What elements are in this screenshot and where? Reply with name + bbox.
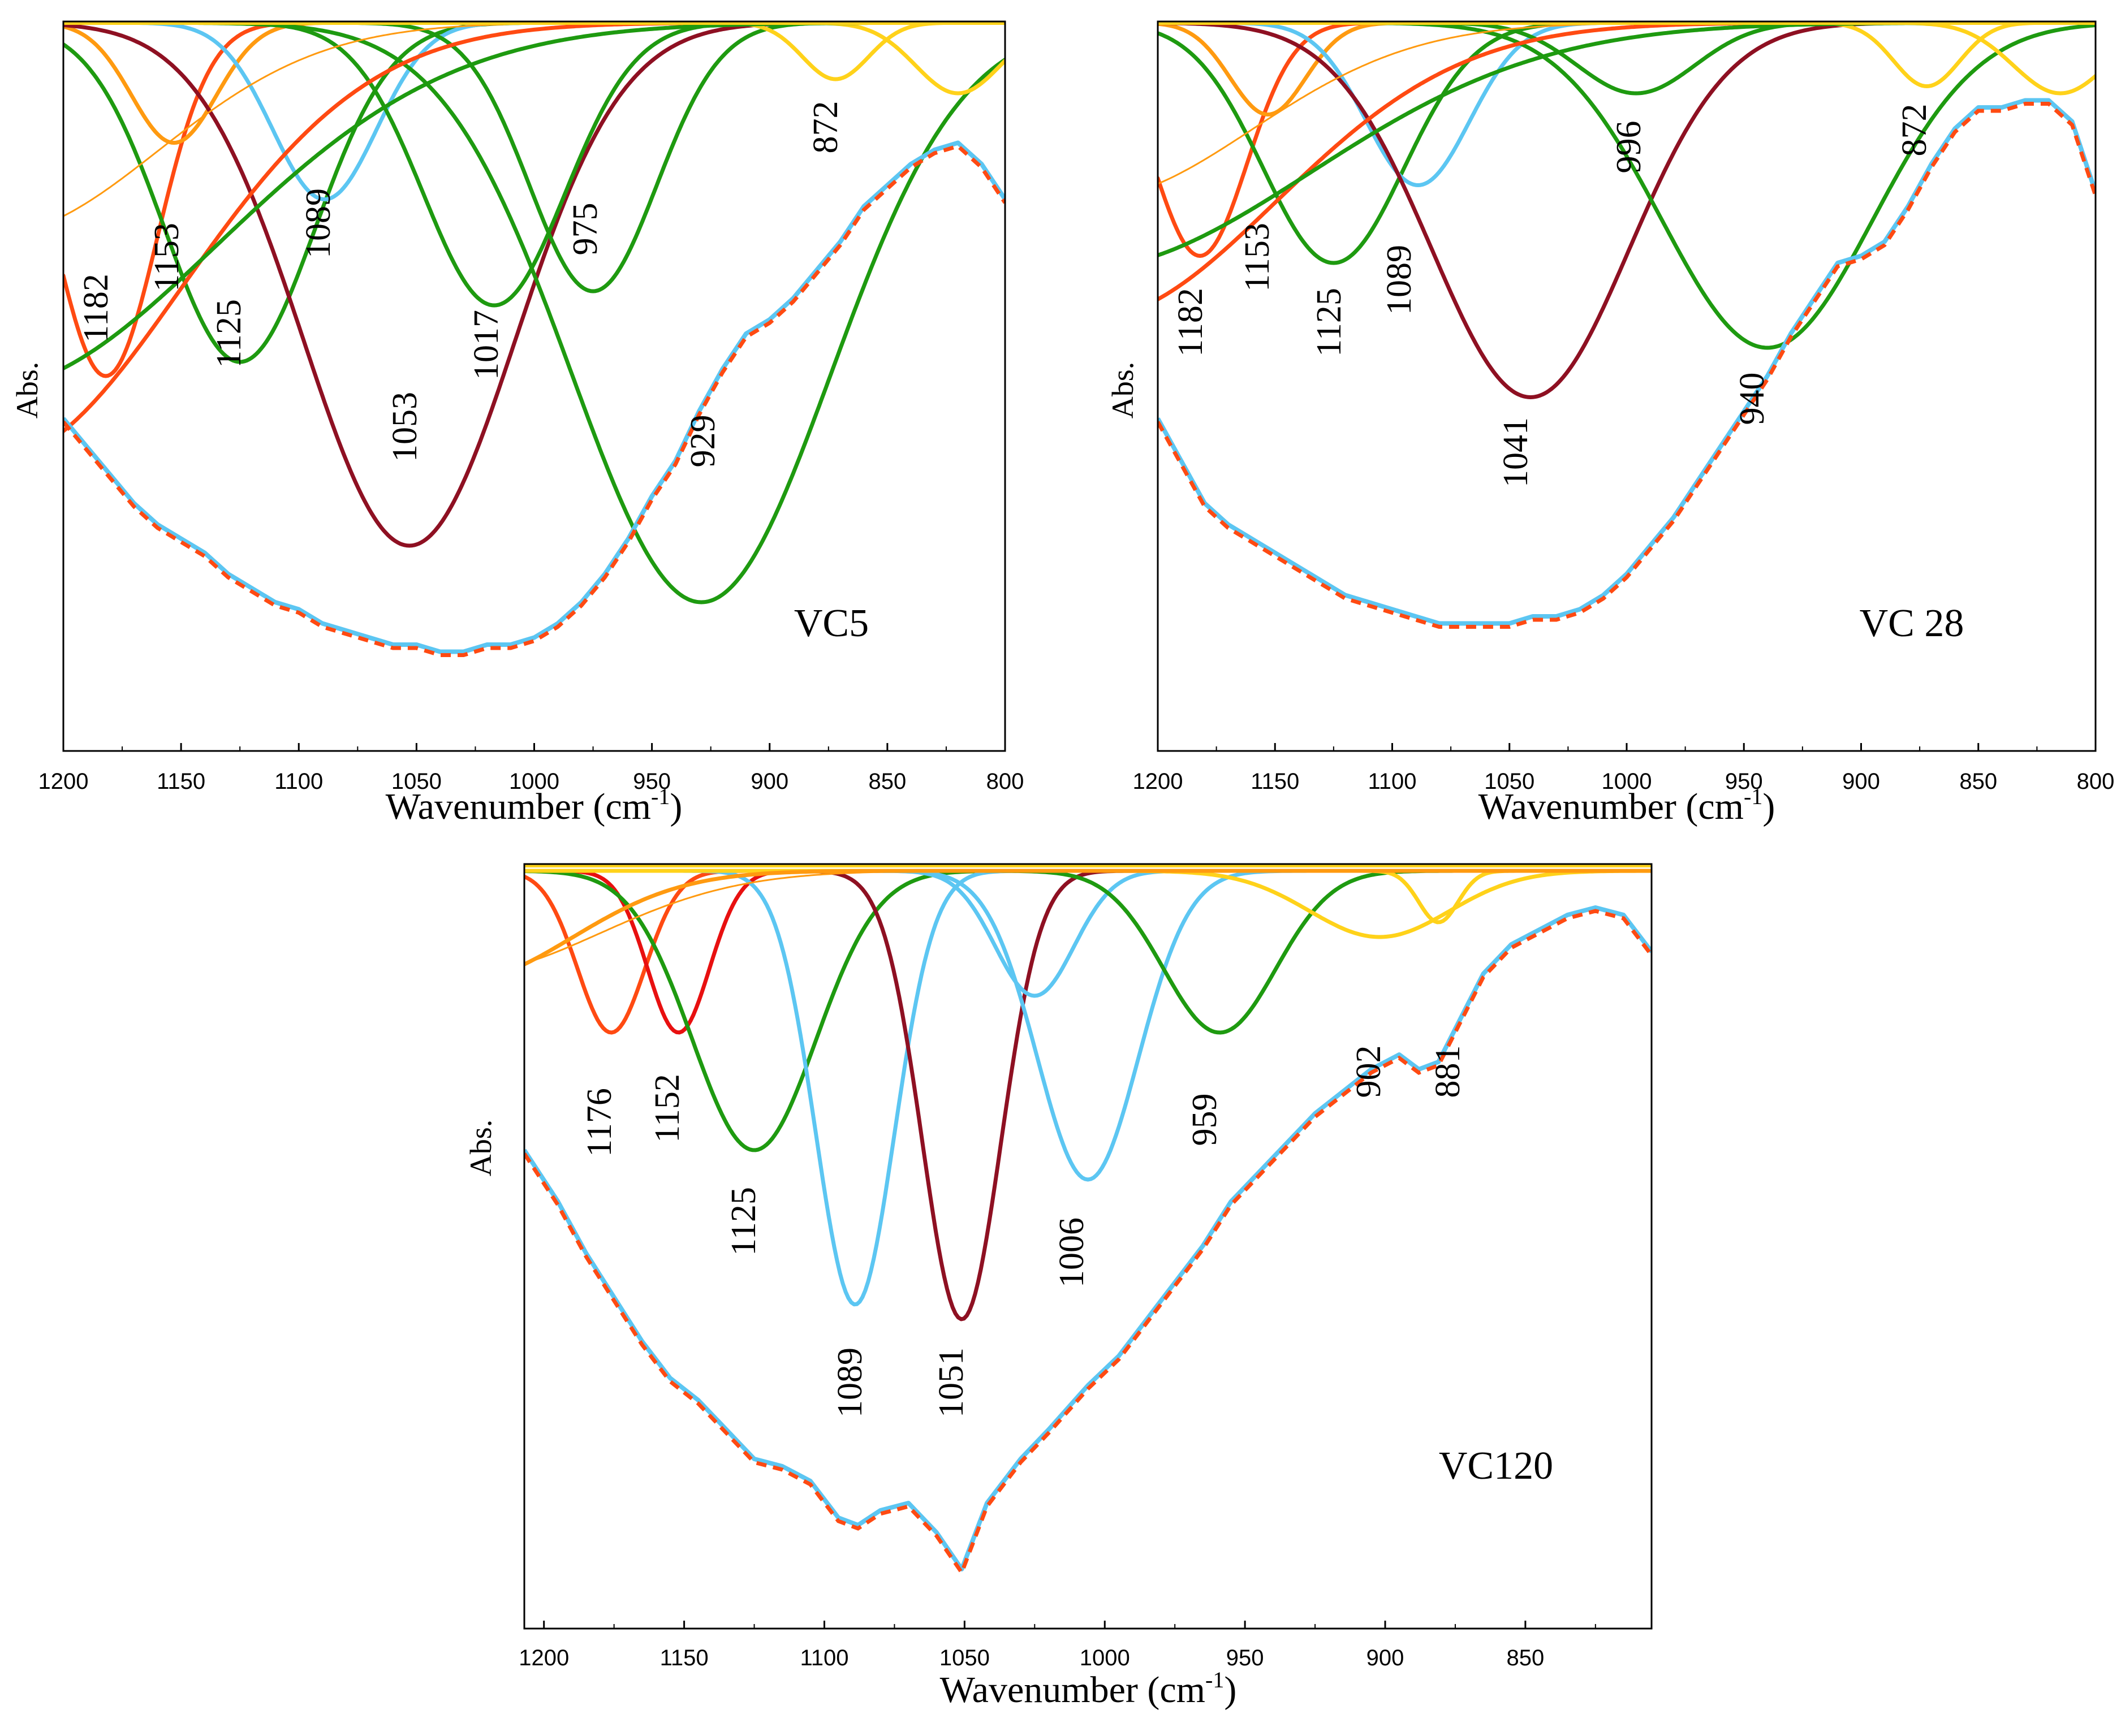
axes-frame (523, 863, 1653, 1630)
x-axis-title-main: Wavenumber (cm (1478, 786, 1744, 827)
x-tick-label: 1200 (1133, 769, 1183, 794)
x-axis-title-tail: ) (670, 786, 682, 827)
fitted-sum-spectrum (524, 909, 1652, 1577)
component-peak-1041 (1158, 21, 2096, 399)
x-tick-label: 1100 (274, 769, 323, 794)
x-tick-label: 800 (986, 769, 1024, 794)
x-tick-label: 1000 (509, 769, 559, 794)
y-axis-title: Abs. (10, 362, 44, 419)
x-tick-label: 950 (1725, 769, 1763, 794)
y-axis-title: Abs. (1106, 362, 1140, 419)
x-tick-label: 900 (751, 769, 788, 794)
x-axis-title-superscript: -1 (1205, 1667, 1224, 1692)
peak-label-872: 872 (807, 101, 845, 154)
peak-label-959: 959 (1185, 1094, 1224, 1146)
x-tick-label: 850 (1959, 769, 1997, 794)
component-peak-shoulder-12 (63, 21, 1005, 217)
x-axis-title: Wavenumber (cm-1) (940, 1667, 1237, 1711)
x-tick-label: 850 (869, 769, 907, 794)
x-tick-label: 1150 (660, 1646, 709, 1670)
peak-label-1153: 1153 (148, 223, 186, 292)
x-tick-label: 1150 (1251, 769, 1299, 794)
peak-label-1089: 1089 (1380, 245, 1419, 315)
peak-label-1006: 1006 (1053, 1217, 1091, 1288)
panel-label: VC120 (1439, 1444, 1553, 1488)
plot-area (63, 21, 1005, 657)
experimental-spectrum (63, 140, 1005, 654)
peak-label-1089: 1089 (299, 188, 338, 258)
fitted-sum-spectrum (1158, 102, 2096, 629)
peak-label-881: 881 (1429, 1046, 1467, 1098)
component-peak-1089 (63, 21, 1005, 201)
panel-label: VC 28 (1860, 602, 1964, 645)
peak-label-940: 940 (1733, 373, 1771, 425)
chart-panel-1: 1200 1150 1100 1050 1000 950 900 850 800 Wavenumb… (10, 20, 1024, 827)
chart-panel-3: 1200 1150 1100 1050 1000 950 900 850 Wavenumber … (464, 863, 1653, 1711)
x-tick-label: 900 (1366, 1646, 1404, 1670)
x-axis-title-main: Wavenumber (cm (940, 1669, 1205, 1711)
x-tick-label: 1050 (391, 769, 442, 794)
x-tick-label: 1000 (1602, 769, 1652, 794)
peak-label-872: 872 (1895, 104, 1934, 157)
peak-label-975: 975 (566, 203, 605, 256)
x-axis-title: Wavenumber (cm-1) (386, 784, 683, 827)
x-tick-label: 850 (1507, 1646, 1545, 1670)
x-tick-label: 1150 (157, 769, 205, 794)
peak-label-1125: 1125 (210, 299, 248, 368)
peak-label-1089: 1089 (831, 1348, 869, 1418)
peak-label-1041: 1041 (1497, 417, 1535, 487)
peak-label-1051: 1051 (932, 1348, 971, 1418)
peak-label-929: 929 (684, 415, 722, 468)
x-tick-label: 950 (633, 769, 671, 794)
component-peak-shoulder-11 (524, 870, 1652, 965)
x-tick-label: 1050 (1484, 769, 1534, 794)
x-tick-label: 1200 (519, 1646, 569, 1670)
chart-panel-2: 1200 1150 1100 1050 1000 950 900 850 800 Wavenumb… (1106, 20, 2115, 827)
component-peak-940 (1158, 21, 2096, 350)
x-tick-label: 1100 (800, 1646, 848, 1670)
plot-area (524, 864, 1652, 1577)
peak-label-902: 902 (1350, 1046, 1388, 1098)
x-tick-label: 1200 (38, 769, 89, 794)
x-axis-title-main: Wavenumber (cm (386, 786, 651, 827)
x-tick-label: 1100 (1368, 769, 1416, 794)
peak-label-1125: 1125 (1310, 288, 1348, 357)
peak-label-1182: 1182 (77, 274, 115, 343)
peak-label-996: 996 (1610, 121, 1648, 174)
component-peak-1017 (63, 21, 1005, 308)
x-axis-title-tail: ) (1224, 1669, 1236, 1711)
component-peak-929 (63, 21, 1005, 604)
y-axis-title: Abs. (464, 1120, 498, 1177)
x-axis-title-tail: ) (1762, 786, 1775, 827)
x-axis-title: Wavenumber (cm-1) (1478, 784, 1775, 827)
x-axis-title-superscript: -1 (1744, 784, 1762, 809)
x-tick-label: 800 (2077, 769, 2115, 794)
x-tick-label: 1000 (1080, 1646, 1130, 1670)
peak-label-1182: 1182 (1171, 288, 1210, 357)
x-tick-label: 900 (1842, 769, 1880, 794)
peak-label-1017: 1017 (467, 310, 506, 380)
peak-label-1176: 1176 (580, 1088, 619, 1157)
x-axis-title-superscript: -1 (651, 784, 670, 809)
fitted-sum-spectrum (63, 144, 1005, 657)
x-tick-label: 950 (1226, 1646, 1264, 1670)
experimental-spectrum (1158, 98, 2096, 626)
peak-label-1125: 1125 (725, 1187, 763, 1256)
x-tick-label: 1050 (939, 1646, 990, 1670)
panel-label: VC5 (794, 602, 869, 645)
peak-label-1053: 1053 (386, 392, 424, 462)
plot-area (1158, 21, 2096, 629)
peak-label-1152: 1152 (648, 1074, 687, 1143)
peak-label-1153: 1153 (1238, 223, 1277, 292)
